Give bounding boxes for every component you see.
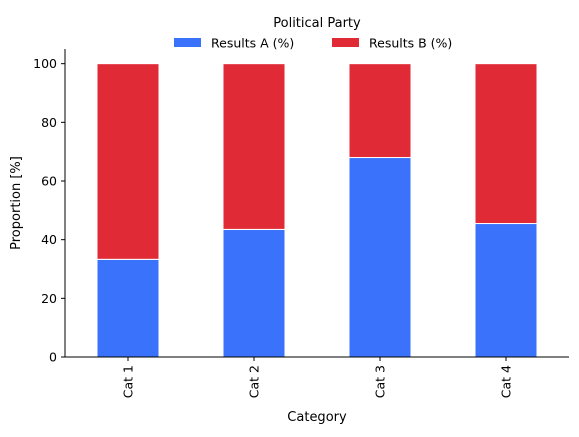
y-tick-label: 100 [33,56,57,71]
x-tick-label: Cat 1 [121,365,136,398]
legend: Political Party Results A (%) Results B (… [174,16,452,51]
y-axis-label: Proportion [%] [9,156,24,250]
y-tick-label: 60 [41,174,57,189]
bar-a-cat-3 [349,158,411,357]
x-tick-label: Cat 4 [499,365,514,398]
bar-b-cat-3 [349,64,411,158]
legend-label-a: Results A (%) [211,36,294,51]
y-tick-label: 0 [49,350,57,365]
x-tick-label: Cat 3 [373,365,388,398]
bar-b-cat-4 [475,64,537,224]
y-tick-label: 80 [41,115,57,130]
bar-b-cat-1 [97,64,159,260]
x-ticks: Cat 1 Cat 2 Cat 3 Cat 4 [121,357,514,398]
x-tick-label: Cat 2 [247,365,262,398]
bar-a-cat-2 [223,229,285,357]
legend-swatch-a [174,38,201,47]
legend-swatch-b [332,38,359,47]
bar-b-cat-2 [223,64,285,230]
y-ticks: 0 20 40 60 80 100 [33,56,65,364]
y-tick-label: 20 [41,291,57,306]
bars-layer [97,64,537,357]
legend-label-b: Results B (%) [369,36,452,51]
y-tick-label: 40 [41,232,57,247]
bar-a-cat-1 [97,259,159,357]
legend-title: Political Party [273,16,361,31]
bar-a-cat-4 [475,224,537,357]
x-axis-label: Category [287,410,347,425]
